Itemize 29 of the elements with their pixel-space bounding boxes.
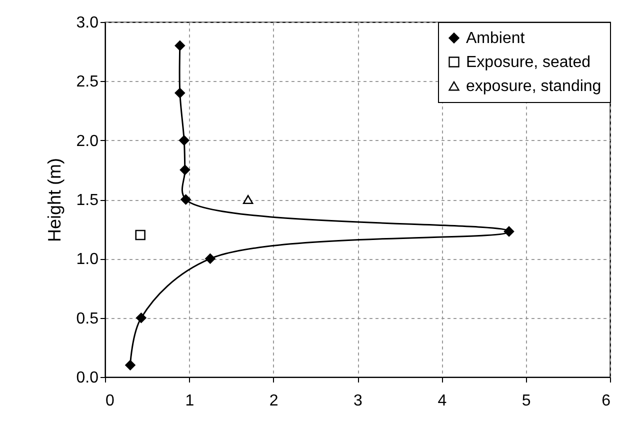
point	[174, 88, 186, 98]
x-tick-label: 6	[602, 392, 611, 410]
point	[174, 40, 186, 51]
x-tick-label: 2	[269, 392, 278, 410]
y-tick-label: 2.5	[76, 74, 99, 91]
point	[178, 135, 190, 146]
x-tick-label: 0	[106, 392, 114, 410]
point	[125, 360, 136, 370]
y-tick-label: 1.0	[76, 251, 99, 268]
y-tick-label: 2.0	[76, 132, 99, 150]
y-tick-label: 1.5	[76, 192, 99, 209]
y-tick-label: 0.5	[76, 310, 99, 328]
legend-label: Exposure, seated	[466, 54, 591, 71]
point	[242, 194, 254, 204]
x-tick-label: 3	[354, 392, 363, 410]
legend-label: Ambient	[466, 30, 526, 47]
legend-label: exposure, standing	[466, 78, 602, 95]
point	[136, 312, 146, 323]
y-tick-label: 0.0	[76, 370, 99, 386]
point	[180, 164, 190, 176]
x-tick-label: 5	[522, 392, 531, 410]
point	[180, 194, 191, 205]
point	[135, 230, 146, 240]
point	[205, 254, 216, 264]
x-tick-label: 1	[185, 392, 194, 410]
point	[504, 226, 514, 237]
y-axis-title: Height (m)	[44, 158, 64, 242]
x-tick-label: 4	[438, 392, 447, 410]
y-tick-label: 3.0	[76, 14, 99, 32]
